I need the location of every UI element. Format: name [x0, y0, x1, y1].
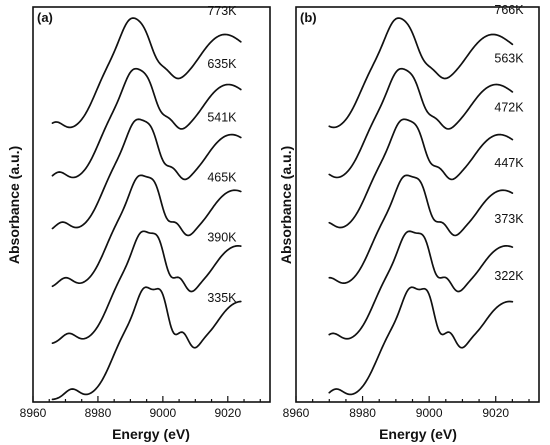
panel-a-spectrum-541K	[51, 118, 242, 230]
panel-b-series-label: 766K	[494, 3, 524, 17]
panel-a-series-label: 773K	[207, 4, 237, 18]
panel-b-label: (b)	[300, 10, 317, 25]
panel-b-x-tick-label: 9020	[482, 406, 509, 420]
panel-b-spectrum-563K	[328, 67, 514, 179]
panel-b-x-tick-label: 8960	[283, 406, 310, 420]
panel-b-curves	[328, 17, 514, 396]
panel-a-label: (a)	[37, 10, 53, 25]
panel-a-x-tick-label: 9000	[150, 406, 177, 420]
panel-b-spectrum-766K	[328, 17, 514, 129]
panel-a-frame	[32, 6, 271, 403]
panel-a-x-ticks: 8960 8980 9000 9020	[20, 396, 261, 420]
panel-a-series-labels: 335K 390K 465K 541K 635K 773K	[207, 4, 237, 305]
panel-b-spectrum-472K	[328, 118, 514, 229]
panel-a-x-tick-label: 9020	[214, 406, 241, 420]
panel-b-x-ticks: 8960 8980 9000 9020	[283, 396, 530, 420]
panel-b-x-axis-label: Energy (eV)	[379, 426, 457, 442]
panel-b-series-label: 447K	[494, 156, 524, 170]
panel-a-series-label: 541K	[207, 111, 237, 125]
panel-a-y-axis-label: Absorbance (a.u.)	[6, 146, 22, 264]
panel-a-curves	[51, 17, 242, 401]
panel-b-series-label: 322K	[494, 269, 524, 283]
panel-a-spectrum-465K	[51, 174, 242, 288]
panel-a-x-tick-label: 8980	[85, 406, 112, 420]
panel-b-x-tick-label: 9000	[416, 406, 443, 420]
panel-a-series-label: 335K	[207, 291, 237, 305]
panel-a-x-axis-label: Energy (eV)	[112, 426, 190, 442]
panel-b-series-label: 563K	[494, 51, 524, 65]
panel-b-series-label: 472K	[494, 101, 524, 115]
panel-a-series-label: 635K	[207, 57, 237, 71]
panel-b-spectrum-447K	[328, 174, 514, 284]
panel-b-y-axis-label: Absorbance (a.u.)	[278, 146, 294, 264]
panel-a-spectrum-390K	[51, 230, 242, 345]
panel-a-x-tick-label: 8960	[20, 406, 47, 420]
panel-a: (a) Absorbance (a.u.) Energy (eV) 8960 89…	[6, 4, 271, 442]
panel-b-series-labels: 322K 373K 447K 472K 563K 766K	[494, 3, 524, 283]
panel-a-series-label: 390K	[207, 231, 237, 245]
panel-b-series-label: 373K	[494, 212, 524, 226]
panel-b-spectrum-322K	[328, 286, 514, 396]
panel-b-frame	[295, 6, 540, 403]
panel-a-spectrum-773K	[51, 17, 242, 129]
panel-a-spectrum-635K	[51, 67, 242, 179]
panel-b-x-tick-label: 8980	[349, 406, 376, 420]
panel-a-spectrum-335K	[51, 286, 242, 401]
panel-a-series-label: 465K	[207, 170, 237, 184]
panel-b: (b) Absorbance (a.u.) Energy (eV) 8960 89…	[278, 3, 540, 442]
panel-b-spectrum-373K	[328, 230, 514, 340]
